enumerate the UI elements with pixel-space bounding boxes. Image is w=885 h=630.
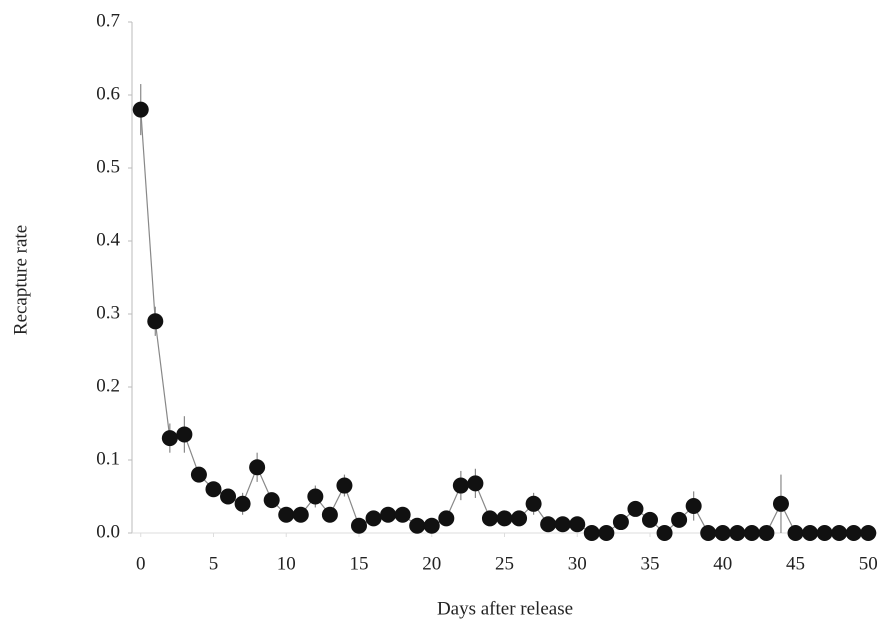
data-point xyxy=(860,525,877,541)
data-point xyxy=(642,511,659,528)
data-point xyxy=(700,525,717,541)
data-point xyxy=(598,525,615,541)
data-point xyxy=(176,426,193,443)
y-tick-label: 0.5 xyxy=(96,156,120,177)
data-point xyxy=(350,517,367,534)
x-tick-label: 35 xyxy=(641,553,660,574)
data-point xyxy=(802,525,819,541)
data-point xyxy=(758,525,775,541)
y-tick-label: 0.6 xyxy=(96,83,120,104)
data-point xyxy=(190,466,207,483)
data-point xyxy=(220,488,237,505)
y-tick-label: 0.0 xyxy=(96,521,120,542)
data-point xyxy=(772,495,789,512)
x-tick-label: 40 xyxy=(713,553,732,574)
x-tick-label: 25 xyxy=(495,553,514,574)
data-point xyxy=(627,500,644,517)
data-point xyxy=(452,477,469,494)
x-tick-label: 10 xyxy=(277,553,296,574)
data-point xyxy=(423,517,440,534)
x-tick-label: 5 xyxy=(209,553,219,574)
data-point xyxy=(569,516,586,533)
data-point xyxy=(161,430,178,447)
data-point xyxy=(845,525,862,541)
x-tick-label: 45 xyxy=(786,553,805,574)
data-point xyxy=(307,488,324,505)
y-tick-label: 0.1 xyxy=(96,448,120,469)
data-point xyxy=(234,495,251,512)
data-point xyxy=(612,514,629,531)
data-point xyxy=(263,492,280,509)
y-tick-label: 0.7 xyxy=(96,10,120,31)
x-tick-label: 30 xyxy=(568,553,587,574)
y-tick-label: 0.2 xyxy=(96,375,120,396)
data-point xyxy=(729,525,746,541)
data-point xyxy=(554,516,571,533)
data-point xyxy=(409,517,426,534)
data-point xyxy=(540,516,557,533)
data-point xyxy=(787,525,804,541)
data-point xyxy=(583,525,600,541)
data-point xyxy=(147,313,164,330)
data-point xyxy=(496,510,513,527)
data-point xyxy=(365,510,382,527)
data-point xyxy=(438,510,455,527)
y-tick-label: 0.4 xyxy=(96,229,120,250)
data-point xyxy=(205,481,222,498)
data-point xyxy=(671,511,688,528)
data-point xyxy=(321,506,338,523)
data-point xyxy=(525,495,542,512)
data-point xyxy=(380,506,397,523)
data-point xyxy=(132,101,149,118)
data-point xyxy=(685,497,702,514)
data-point xyxy=(394,506,411,523)
data-point xyxy=(831,525,848,541)
y-tick-label: 0.3 xyxy=(96,302,120,323)
x-tick-label: 0 xyxy=(136,553,146,574)
data-point xyxy=(511,510,528,527)
x-tick-label: 50 xyxy=(859,553,878,574)
data-point xyxy=(467,475,484,492)
data-point xyxy=(336,477,353,494)
x-axis-label: Days after release xyxy=(437,598,573,619)
data-point xyxy=(714,525,731,541)
data-point xyxy=(249,459,266,476)
data-point xyxy=(743,525,760,541)
data-point xyxy=(481,510,498,527)
data-point xyxy=(292,506,309,523)
data-point xyxy=(656,525,673,541)
x-tick-label: 15 xyxy=(349,553,368,574)
y-axis-label: Recapture rate xyxy=(10,225,31,335)
x-tick-label: 20 xyxy=(422,553,441,574)
data-point xyxy=(816,525,833,541)
data-point xyxy=(278,506,295,523)
